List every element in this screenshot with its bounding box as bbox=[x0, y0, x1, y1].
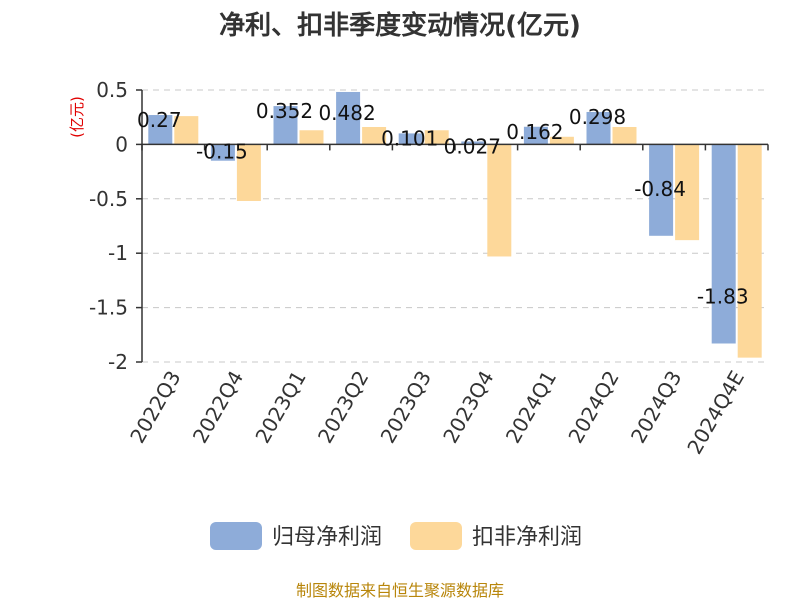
bar-net-profit-2024Q1 bbox=[523, 126, 548, 145]
x-tick-label: 2024Q4E bbox=[682, 367, 749, 459]
bar-net-profit-2023Q2 bbox=[336, 91, 361, 145]
y-axis-ticks: 0.5 0 -0.5 -1 -1.5 -2 bbox=[89, 78, 128, 374]
bar-net-profit-2023Q1 bbox=[273, 106, 298, 145]
y-tick-label: 0 bbox=[115, 132, 128, 156]
x-tick-label: 2024Q2 bbox=[563, 367, 623, 448]
legend-swatch bbox=[410, 522, 462, 550]
bar-deducted-profit-2023Q3 bbox=[424, 130, 449, 145]
data-label: 0.162 bbox=[506, 120, 563, 144]
bar-deducted-profit-2022Q3 bbox=[174, 116, 199, 145]
data-label: 0.101 bbox=[381, 126, 438, 150]
bar-deducted-profit-2024Q1 bbox=[549, 136, 574, 145]
gridlines bbox=[142, 89, 768, 363]
bar-net-profit-2024Q4E bbox=[711, 144, 736, 344]
data-label: -1.83 bbox=[697, 285, 749, 309]
legend: 归母净利润 扣非净利润 bbox=[210, 522, 582, 550]
data-label: 0.482 bbox=[318, 101, 375, 125]
legend-label: 归母净利润 bbox=[272, 525, 382, 550]
x-tick-label: 2022Q4 bbox=[188, 367, 248, 448]
x-tick-label: 2023Q3 bbox=[376, 367, 436, 448]
bar-net-profit-2023Q4 bbox=[461, 141, 486, 145]
axes bbox=[136, 89, 769, 363]
data-label: 0.027 bbox=[444, 134, 501, 158]
data-label: -0.15 bbox=[196, 139, 248, 163]
data-label: -0.84 bbox=[634, 177, 686, 201]
bar-net-profit-2022Q4 bbox=[210, 144, 235, 161]
bar-deducted-profit-2024Q2 bbox=[612, 126, 637, 145]
x-tick-label: 2023Q2 bbox=[313, 367, 373, 448]
chart-title: 净利、扣非季度变动情况(亿元) bbox=[219, 10, 581, 41]
bar-deducted-profit-2024Q3 bbox=[675, 144, 700, 241]
data-label: 0.298 bbox=[569, 105, 626, 129]
bar-deducted-profit-2023Q4 bbox=[487, 144, 512, 257]
bar-net-profit-2024Q3 bbox=[649, 144, 674, 236]
bars bbox=[148, 91, 762, 358]
y-tick-label: -1.5 bbox=[89, 296, 128, 320]
x-tick-label: 2024Q1 bbox=[501, 367, 561, 448]
bar-net-profit-2023Q3 bbox=[398, 133, 423, 145]
x-tick-label: 2022Q3 bbox=[125, 367, 185, 448]
data-label: 0.352 bbox=[256, 99, 313, 123]
bar-net-profit-2024Q2 bbox=[586, 111, 611, 145]
x-axis-ticks: 2022Q3 2022Q4 2023Q1 2023Q2 2023Q3 2023Q4 2024… bbox=[125, 367, 749, 459]
y-tick-label: -1 bbox=[108, 241, 128, 265]
bar-deducted-profit-2022Q4 bbox=[236, 144, 261, 201]
x-tick-label: 2024Q3 bbox=[626, 367, 686, 448]
x-tick-label: 2023Q4 bbox=[438, 367, 498, 448]
legend-swatch bbox=[210, 522, 262, 550]
legend-item-deducted-profit[interactable]: 扣非净利润 bbox=[410, 522, 582, 550]
y-tick-label: -2 bbox=[108, 350, 128, 374]
bar-net-profit-2022Q3 bbox=[148, 115, 173, 145]
legend-label: 扣非净利润 bbox=[472, 525, 582, 550]
x-tick-label: 2023Q1 bbox=[250, 367, 310, 448]
bar-deducted-profit-2023Q1 bbox=[299, 130, 324, 145]
bar-deducted-profit-2024Q4E bbox=[737, 144, 762, 358]
data-label: 0.27 bbox=[137, 108, 182, 132]
legend-item-net-profit[interactable]: 归母净利润 bbox=[210, 522, 382, 550]
y-tick-label: -0.5 bbox=[89, 187, 128, 211]
y-tick-label: 0.5 bbox=[96, 78, 128, 102]
source-note: 制图数据来自恒生聚源数据库 bbox=[296, 581, 504, 600]
bar-deducted-profit-2023Q2 bbox=[362, 126, 387, 145]
y-axis-unit-label: (亿元) bbox=[68, 96, 86, 138]
